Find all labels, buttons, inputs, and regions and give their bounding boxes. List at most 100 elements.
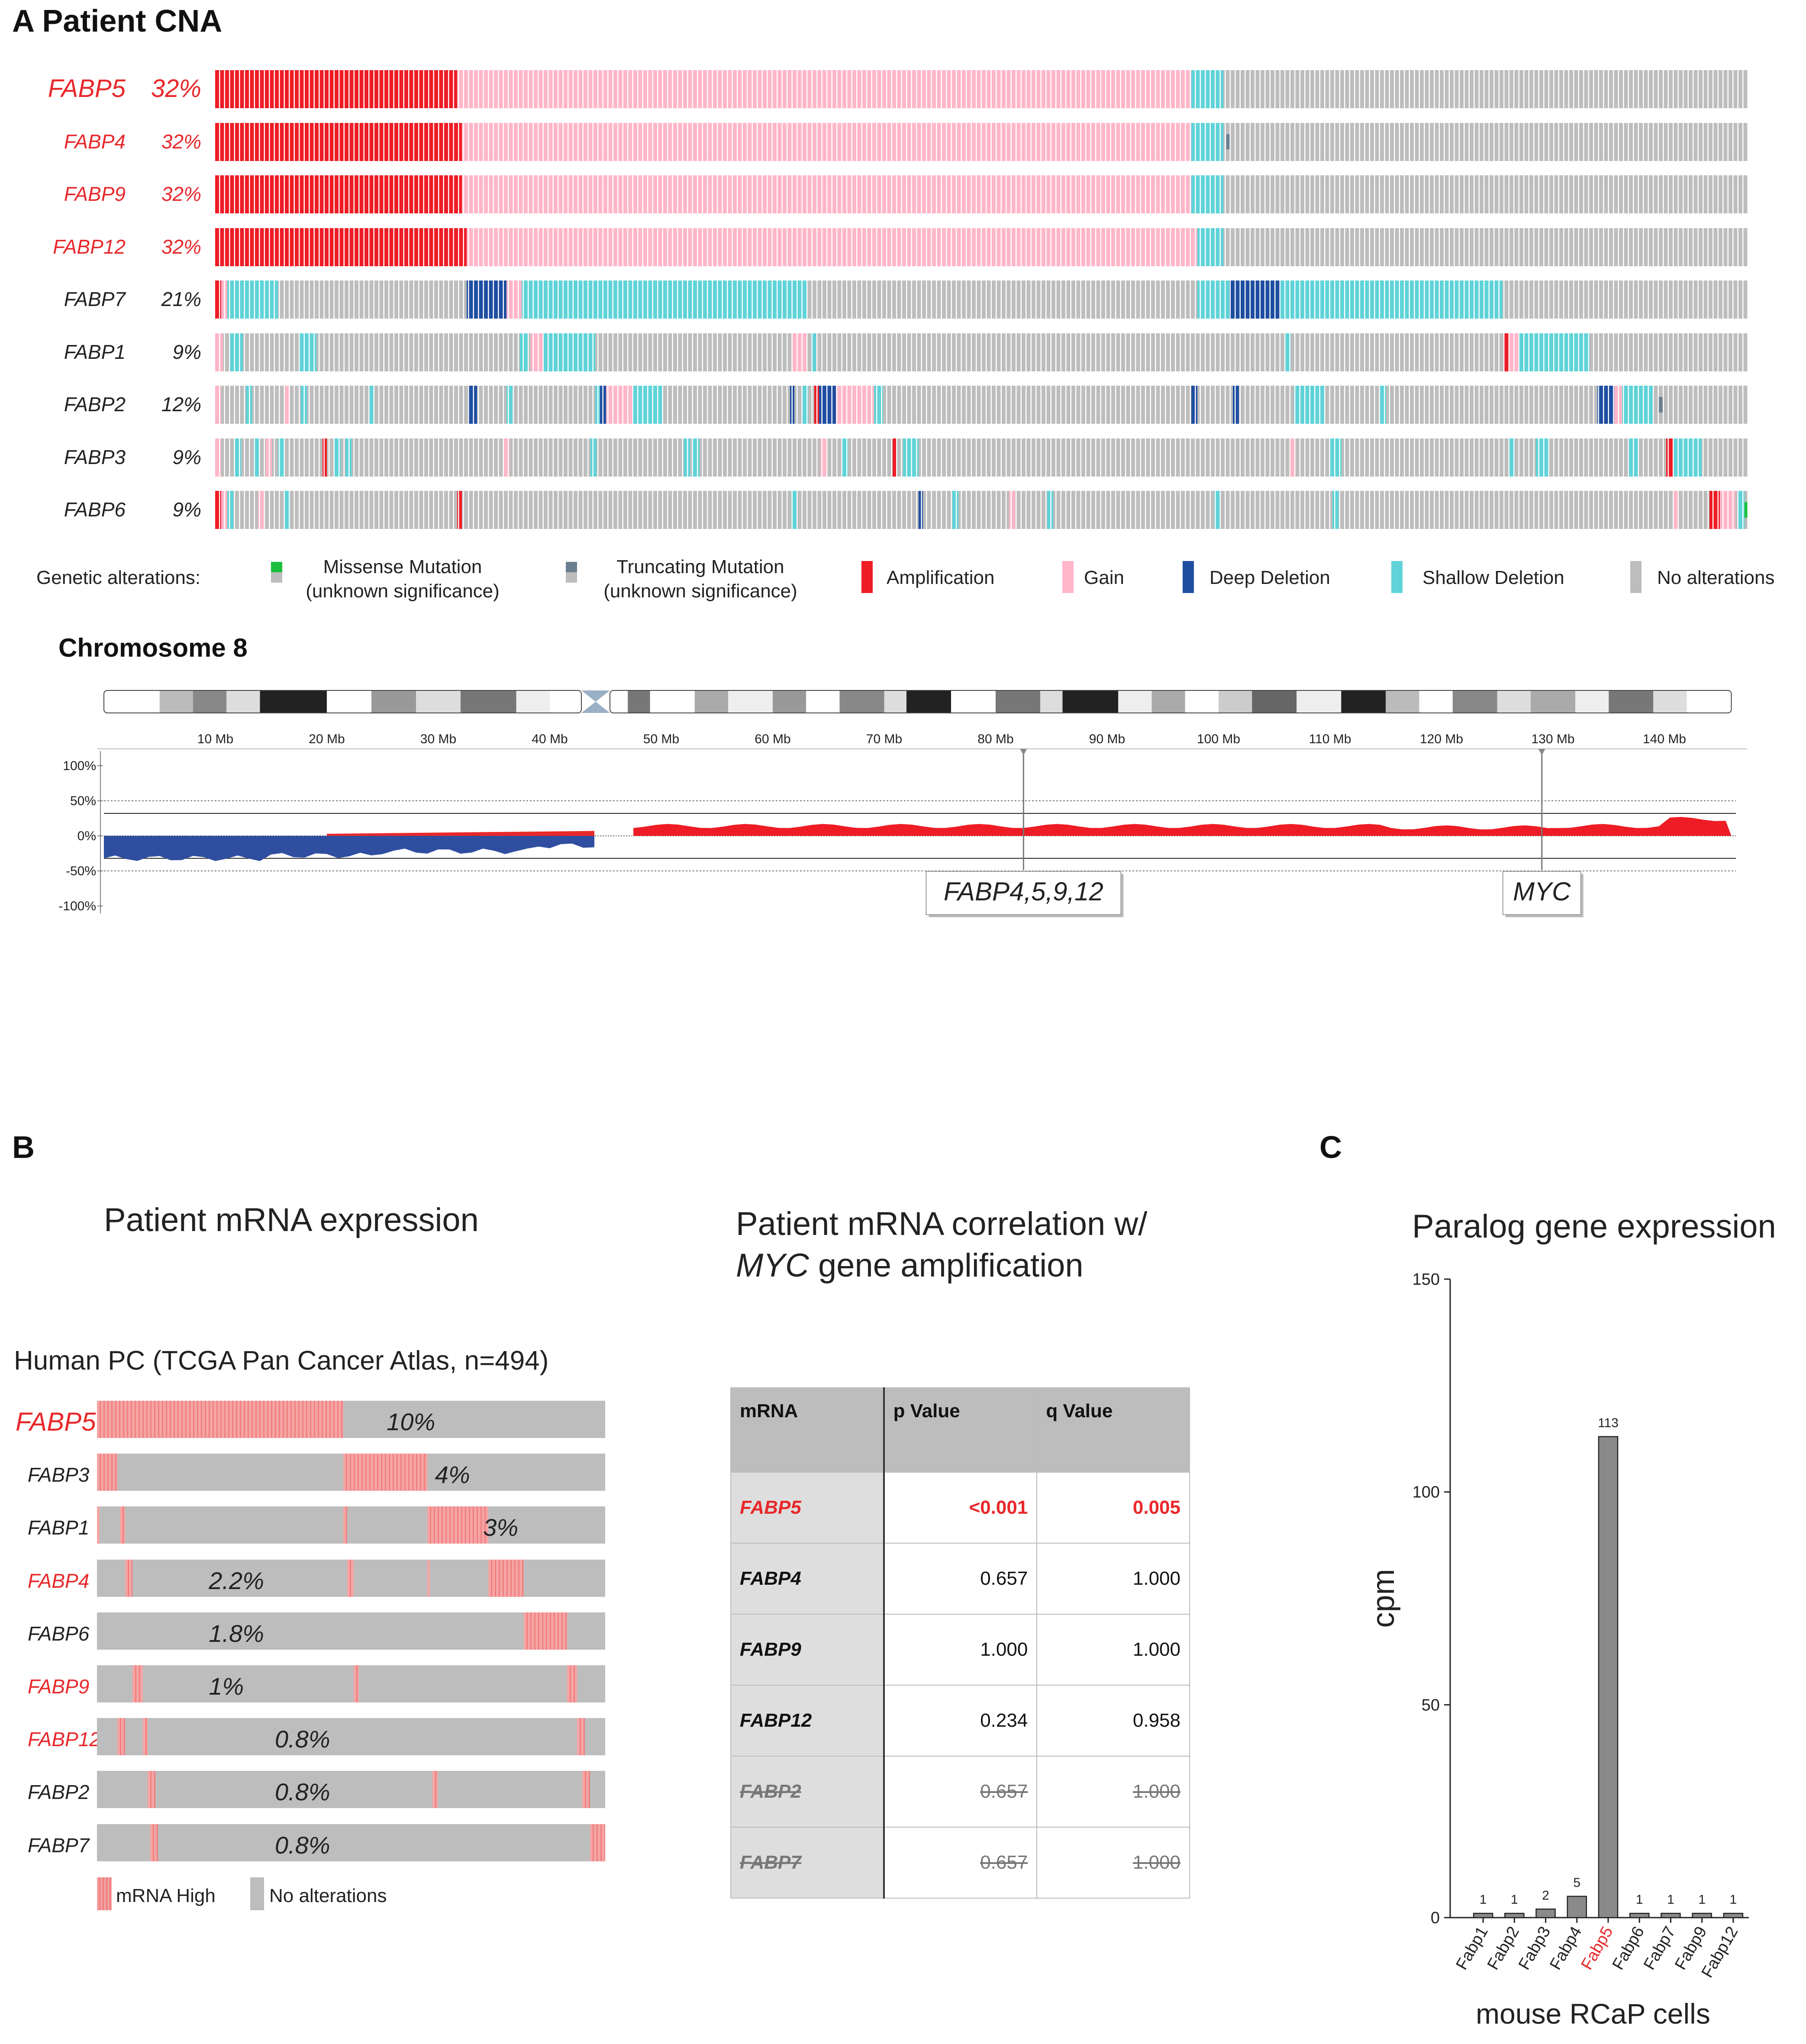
mrna-high-segment — [97, 1454, 117, 1491]
mrna-high-segment — [488, 1559, 524, 1597]
cna-gene-label-fabp9: FABP9 — [64, 183, 126, 205]
ideogram-band — [1497, 690, 1531, 713]
legend-gain-swatch — [1062, 561, 1074, 593]
ideogram-band — [159, 690, 193, 713]
cna-pct-label-fabp4: 32% — [161, 130, 201, 153]
cell-gene-text: FABP12 — [740, 1710, 812, 1731]
bar-value-label: 113 — [1598, 1416, 1619, 1430]
cell-gene-text: FABP4 — [740, 1568, 801, 1589]
centromere-pinch — [581, 690, 610, 713]
chrom-tick-label: 10 Mb — [197, 732, 233, 746]
ideogram-band — [371, 690, 416, 713]
paralog-chart-title: Paralog gene expression — [1412, 1208, 1776, 1245]
cell-p-value: 0.234 — [883, 1685, 1038, 1757]
table-row: FABP4 0.657 1.000 — [730, 1543, 1190, 1615]
cna-track-fabp9 — [215, 175, 1748, 213]
cna-gene-label-fabp6: FABP6 — [64, 498, 126, 521]
cell-gene: FABP12 — [730, 1685, 885, 1757]
legend-shallow-deletion-swatch — [1391, 561, 1403, 593]
mrna-gene-label-fabp4: FABP4 — [28, 1569, 90, 1592]
mrna-pct-label-fabp2: 0.8% — [274, 1778, 330, 1806]
mrna-high-segment — [150, 1824, 158, 1861]
cna-sample-separators — [215, 386, 1748, 424]
cna-sample-separators — [215, 228, 1748, 266]
header-q-value: q Value — [1036, 1387, 1190, 1473]
cna-gene-label-fabp1: FABP1 — [64, 340, 126, 363]
mrna-gene-label-fabp2: FABP2 — [28, 1781, 90, 1804]
bar-fabp12 — [1723, 1912, 1744, 1918]
mrna-track-fabp3 — [97, 1454, 605, 1491]
y-tick-label: 0 — [1431, 1909, 1440, 1927]
legend-truncating-line2: (unknown significance) — [603, 580, 797, 602]
chrom-tick-label: 120 Mb — [1420, 732, 1463, 746]
panel-b-letter: B — [12, 1130, 35, 1165]
chrom-y-label: -100% — [58, 899, 96, 913]
ideogram-band — [1687, 690, 1732, 713]
cna-track-fabp3 — [215, 438, 1748, 477]
ideogram-band — [884, 690, 906, 713]
cell-gene-text: FABP9 — [740, 1639, 801, 1660]
ideogram-band — [1040, 690, 1063, 713]
panel-a-title: A Patient CNA — [12, 4, 223, 39]
cna-sample-separators — [215, 280, 1748, 319]
ideogram-band — [1296, 690, 1342, 713]
cell-p-value-text: 0.657 — [980, 1852, 1028, 1873]
cell-gene-text: FABP2 — [740, 1781, 801, 1802]
cna-gene-label-fabp12: FABP12 — [53, 235, 126, 258]
ideogram-band — [996, 690, 1040, 713]
mrna-pct-label-fabp5: 10% — [387, 1408, 435, 1435]
x-tick-label: Fabp6 — [1609, 1924, 1648, 1973]
legend-deep-deletion-swatch — [1183, 561, 1194, 593]
chrom-y-label: 0% — [77, 829, 96, 843]
cna-track-fabp4 — [215, 123, 1748, 161]
legend-no-alterations-swatch — [1630, 561, 1642, 593]
bar-fabp1 — [1473, 1912, 1493, 1918]
cohort-label: Human PC (TCGA Pan Cancer Atlas, n=494) — [14, 1346, 549, 1376]
table-row: FABP9 1.000 1.000 — [730, 1614, 1190, 1686]
legend-amplification-label: Amplification — [887, 567, 995, 588]
cna-pct-label-fabp6: 9% — [172, 498, 201, 521]
bar-fabp9 — [1692, 1912, 1712, 1918]
mrna-high-segment — [148, 1771, 155, 1809]
correlation-title: Patient mRNA correlation w/ MYC gene amp… — [736, 1203, 1147, 1286]
ideogram-band — [104, 690, 160, 713]
cell-p-value: 0.657 — [883, 1827, 1038, 1899]
mrna-pct-label-fabp9: 1% — [209, 1673, 244, 1700]
ideogram-band — [226, 690, 260, 713]
y-tick-label: 50 — [1422, 1696, 1440, 1714]
ideogram-band — [1419, 690, 1453, 713]
ideogram-band — [951, 690, 996, 713]
correlation-table: mRNA p Value q Value FABP5 <0.001 0.005 FAB… — [730, 1387, 1190, 1899]
bar-value-label: 1 — [1667, 1892, 1674, 1907]
ideogram-band — [1185, 690, 1219, 713]
ideogram-band — [1252, 690, 1297, 713]
bar-value-label: 1 — [1636, 1892, 1643, 1907]
x-tick-label: Fabp3 — [1515, 1924, 1554, 1973]
correlation-table-body: FABP5 <0.001 0.005 FABP4 0.657 1.000 FABP9 1.00… — [730, 1472, 1190, 1899]
cell-q-value: 1.000 — [1036, 1756, 1190, 1828]
mrna-high-segment — [567, 1665, 577, 1702]
legend-amplification-swatch — [861, 561, 873, 593]
table-header-row: mRNA p Value q Value — [730, 1387, 1190, 1473]
mrna-track-fabp5 — [97, 1401, 605, 1438]
legend-shallow-deletion-label: Shallow Deletion — [1422, 567, 1564, 588]
bar-fabp2 — [1504, 1912, 1525, 1918]
cna-pct-label-fabp3: 9% — [172, 445, 201, 468]
ideogram-band — [1452, 690, 1497, 713]
ideogram-band — [327, 690, 371, 713]
ideogram-q-arm-outline — [610, 690, 1732, 713]
cna-track-fabp5 — [215, 70, 1748, 108]
chrom-tick-label: 110 Mb — [1309, 732, 1351, 746]
ideogram-band — [193, 690, 227, 713]
mrna-high-segment — [97, 1401, 344, 1438]
legend-no-alterations-swatch-b — [250, 1877, 264, 1910]
cna-sample-separators — [215, 175, 1748, 213]
cell-q-value: 0.958 — [1036, 1685, 1190, 1757]
mrna-track-fabp6 — [97, 1612, 605, 1650]
legend-gain-label: Gain — [1084, 567, 1124, 588]
legend-deep-deletion-label: Deep Deletion — [1209, 567, 1330, 588]
mrna-pct-label-fabp1: 3% — [483, 1514, 519, 1541]
ideogram-band — [694, 690, 728, 713]
mrna-high-segment — [432, 1771, 438, 1809]
legend-no-alterations-label: No alterations — [1657, 567, 1775, 588]
